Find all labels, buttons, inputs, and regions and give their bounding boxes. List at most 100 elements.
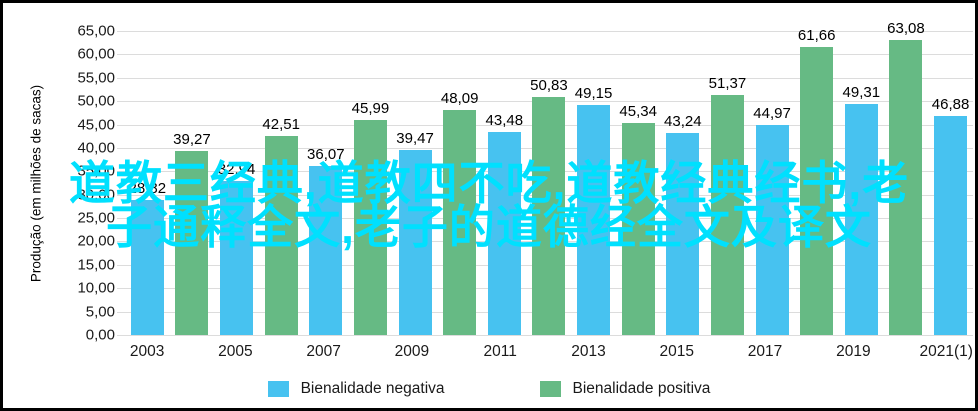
bar-value-label: 48,09 xyxy=(440,90,479,108)
y-tick-label: 25,00 xyxy=(77,209,115,227)
bar-value-label: 45,34 xyxy=(619,102,657,120)
y-tick-label: 10,00 xyxy=(77,279,115,297)
bar-value-label: 63,08 xyxy=(887,19,925,37)
bar xyxy=(443,110,477,335)
bar-value-label: 51,37 xyxy=(708,74,747,92)
x-tick-spacer xyxy=(257,343,301,361)
bar xyxy=(264,136,298,335)
x-tick-spacer xyxy=(434,343,478,361)
bar-slot: 49,15 xyxy=(571,31,616,335)
bar-slot: 43,24 xyxy=(661,31,706,335)
x-tick-spacer xyxy=(611,343,655,361)
x-tick-label: 2017 xyxy=(747,343,783,360)
bar-value-label: 42,51 xyxy=(262,116,300,134)
bar-value-label: 32,94 xyxy=(217,160,256,178)
legend-swatch-icon xyxy=(539,381,561,397)
x-tick-spacer xyxy=(522,343,566,361)
legend: Bienalidade negativa Bienalidade positiva xyxy=(3,380,975,398)
y-tick-label: 55,00 xyxy=(77,69,115,87)
x-tick-label: 2021(1) xyxy=(919,343,973,360)
x-tick-label: 2011 xyxy=(483,343,517,360)
y-tick-label: 65,00 xyxy=(77,22,115,40)
bar xyxy=(532,97,566,335)
bar-value-label: 43,48 xyxy=(485,111,524,129)
bar-value-label: 49,15 xyxy=(574,85,613,103)
bar-slot: 45,34 xyxy=(616,31,661,335)
y-tick-label: 45,00 xyxy=(77,116,115,134)
y-tick-label: 15,00 xyxy=(77,256,115,274)
bar-slot: 39,27 xyxy=(170,31,215,335)
y-tick-label: 50,00 xyxy=(77,92,115,110)
bar-slot: 36,07 xyxy=(304,31,349,335)
x-tick-spacer xyxy=(875,343,919,361)
x-axis: 2003 2005 2007 2009 2011 2013 2015 2017 2019 2021… xyxy=(125,343,973,361)
gridline xyxy=(117,77,973,79)
bar-slot: 50,83 xyxy=(527,31,572,335)
bar-slot: 44,97 xyxy=(750,31,795,335)
gridline xyxy=(117,54,973,56)
y-axis-title: Produção (em milhões de sacas) xyxy=(28,84,44,283)
x-tick-spacer xyxy=(169,343,213,361)
x-tick-label: 2019 xyxy=(836,343,871,360)
bar-slot: 43,48 xyxy=(482,31,527,335)
bar xyxy=(577,105,611,335)
bar-value-label: 39,47 xyxy=(396,130,434,148)
bar xyxy=(934,115,968,335)
x-tick-label: 2009 xyxy=(394,343,430,360)
x-tick-label: 2015 xyxy=(659,343,694,360)
bar-value-label: 44,97 xyxy=(753,104,791,122)
legend-item: Bienalidade positiva xyxy=(539,380,711,398)
bar-slot: 63,08 xyxy=(884,20,929,335)
bar-value-label: 61,66 xyxy=(797,26,836,44)
bar-slot: 48,09 xyxy=(437,31,482,335)
bar-slot: 28,82 xyxy=(125,31,170,335)
plot-area: 28,82 39,27 32,94 42,51 36,07 45,99 39,47 48,09… xyxy=(117,20,973,336)
y-tick-label: 60,00 xyxy=(77,45,115,63)
bar xyxy=(621,122,655,335)
y-tick-label: 20,00 xyxy=(77,232,115,250)
gridline xyxy=(117,31,973,32)
bar xyxy=(309,166,343,335)
bar-value-label: 36,07 xyxy=(307,146,345,164)
bar xyxy=(175,151,209,335)
legend-item: Bienalidade negativa xyxy=(267,380,445,398)
y-tick-label: 5,00 xyxy=(85,303,115,321)
bar-value-label: 49,31 xyxy=(842,84,881,102)
bar-value-label: 28,82 xyxy=(128,180,167,198)
bar xyxy=(353,119,387,335)
bar xyxy=(487,131,521,335)
legend-swatch-icon xyxy=(267,381,289,397)
bar xyxy=(398,150,432,335)
y-tick-label: 30,00 xyxy=(77,186,115,204)
bar xyxy=(130,200,164,335)
bar-slot: 32,94 xyxy=(214,31,259,335)
bar-slot: 46,88 xyxy=(928,31,973,335)
gridline xyxy=(117,335,973,336)
bar-slot: 45,99 xyxy=(348,31,393,335)
bar xyxy=(889,39,923,335)
y-tick-label: 40,00 xyxy=(77,139,115,157)
bar xyxy=(220,180,254,335)
bar-slot: 61,66 xyxy=(794,27,839,335)
bar-value-label: 45,99 xyxy=(351,99,390,117)
bar-slot: 49,31 xyxy=(839,31,884,335)
y-tick-label: 35,00 xyxy=(77,162,115,180)
bar xyxy=(800,46,834,335)
x-tick-label: 2003 xyxy=(129,343,165,360)
bar-series: 28,82 39,27 32,94 42,51 36,07 45,99 39,47 48,09… xyxy=(125,20,973,335)
y-tick-label: 0,00 xyxy=(85,326,115,344)
legend-label: Bienalidade positiva xyxy=(572,380,711,397)
x-tick-label: 2005 xyxy=(218,343,253,360)
x-tick-spacer xyxy=(787,343,831,361)
bar-slot: 42,51 xyxy=(259,31,304,335)
x-tick-spacer xyxy=(699,343,743,361)
bar-slot: 39,47 xyxy=(393,31,438,335)
x-tick-label: 2007 xyxy=(306,343,341,360)
bar xyxy=(666,132,700,335)
bar xyxy=(710,94,744,335)
bar-value-label: 46,88 xyxy=(931,95,970,113)
bar-value-label: 39,27 xyxy=(173,131,211,149)
bar-slot: 51,37 xyxy=(705,31,750,335)
x-tick-label: 2013 xyxy=(571,343,606,360)
